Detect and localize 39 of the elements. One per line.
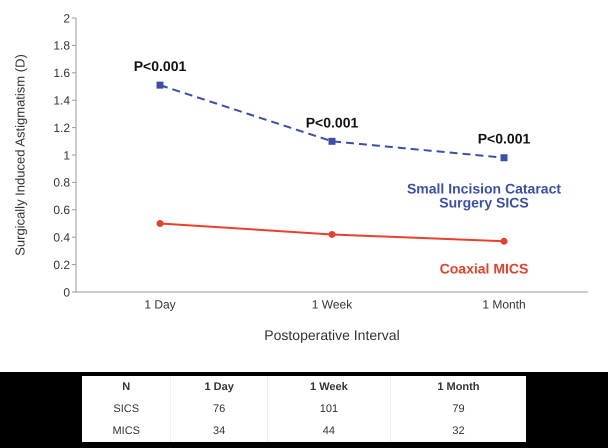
y-tick-label: 1.6 — [53, 66, 70, 80]
point — [156, 220, 164, 227]
y-tick-label: 2 — [63, 11, 70, 26]
y-tick-label: 0.8 — [53, 176, 70, 190]
point — [328, 138, 336, 145]
point — [500, 238, 508, 245]
y-tick-label: 0.2 — [53, 258, 70, 272]
point — [156, 82, 164, 89]
text: 44 — [267, 420, 390, 442]
text: MICS — [82, 420, 171, 442]
y-tick-label: 1.4 — [53, 93, 70, 108]
text: 1 Week — [267, 376, 390, 398]
y-tick-label: 1.2 — [53, 120, 70, 135]
text: 1 Month — [436, 380, 481, 395]
y-tick-label: 1.8 — [53, 38, 70, 53]
series-label: Coaxial MICS — [440, 260, 528, 276]
text: N — [82, 376, 171, 398]
text: 101 — [267, 398, 390, 420]
text: 34 — [170, 420, 268, 442]
point — [500, 154, 508, 162]
y-axis-title: Surgically Induced Astigmatism (D) — [12, 54, 28, 256]
text: Small Incision Cataract Surgery SICS — [406, 180, 562, 211]
annotation: P<0.001 — [306, 114, 358, 130]
text: 1 Day — [170, 376, 268, 398]
y-tick-label: 0.4 — [53, 230, 70, 244]
text: 32 — [451, 424, 466, 439]
y-tick-label: 1 — [63, 148, 70, 162]
x-axis-title: Postoperative Interval — [264, 327, 400, 343]
y-tick-label: 0.6 — [53, 203, 70, 218]
x-tick-label: 1 Day — [144, 298, 176, 312]
text: SICS — [82, 398, 171, 420]
y-tick-label: 0 — [63, 285, 70, 300]
text: 76 — [170, 398, 268, 420]
annotation: P<0.001 — [478, 130, 530, 147]
point — [328, 230, 336, 238]
x-tick-label: 1 Month — [482, 298, 526, 312]
text: 79 — [451, 402, 466, 417]
x-tick-label: 1 Week — [312, 298, 354, 312]
annotation: P<0.001 — [134, 58, 186, 74]
